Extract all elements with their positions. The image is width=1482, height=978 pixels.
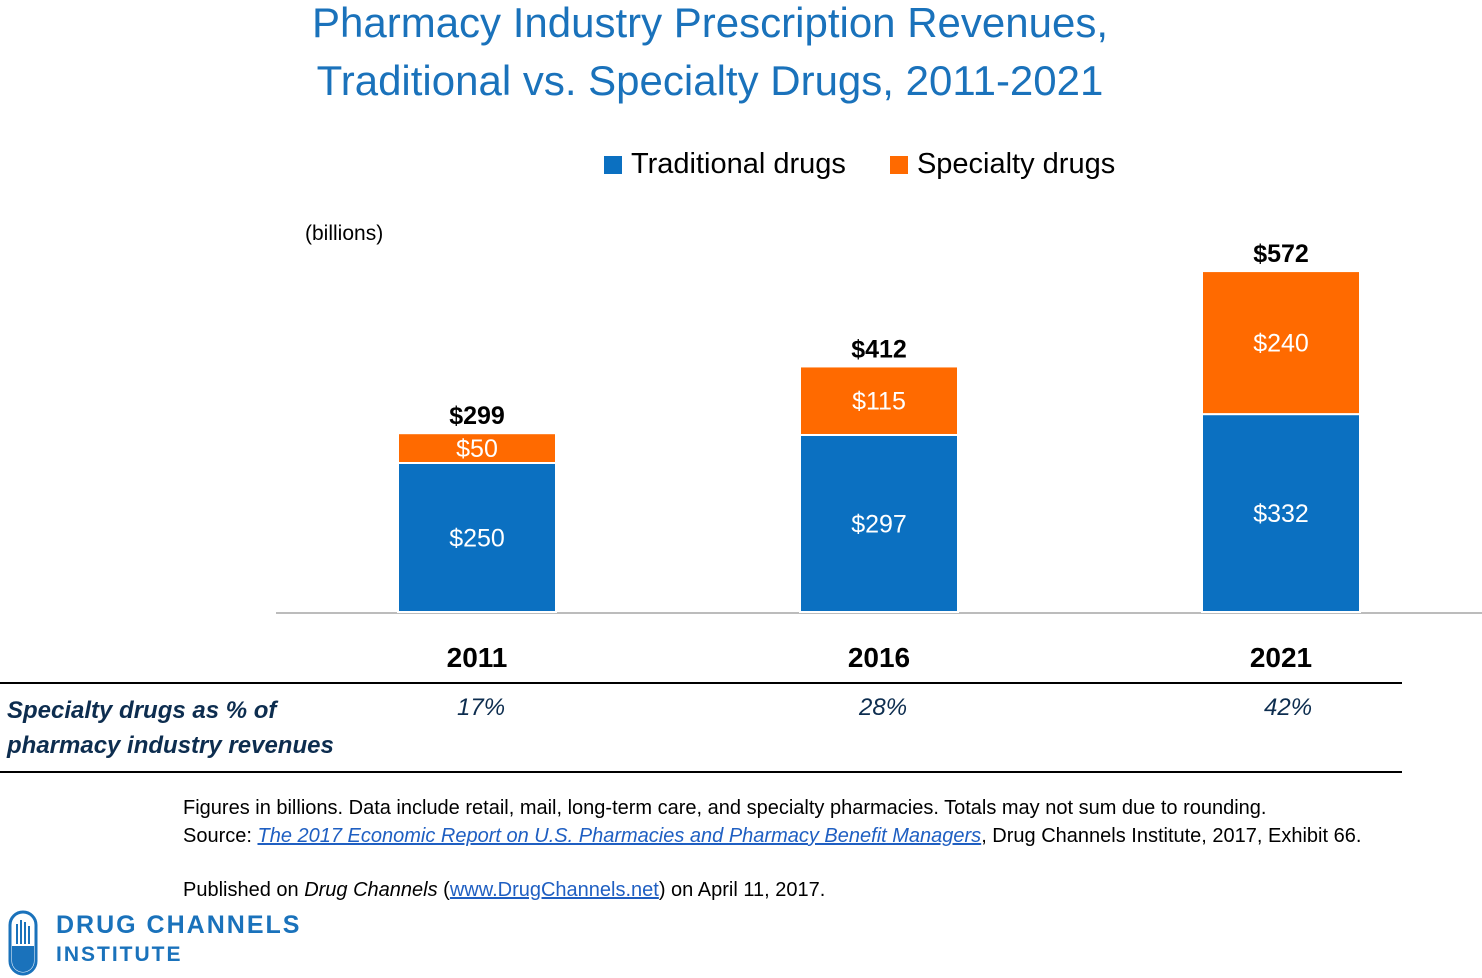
total-label-2016: $412	[851, 335, 907, 363]
unit-label: (billions)	[305, 222, 384, 245]
source-report-link[interactable]: The 2017 Economic Report on U.S. Pharmac…	[257, 825, 982, 847]
footnote-source: Source: The 2017 Economic Report on U.S.…	[183, 822, 1361, 850]
legend-swatch-specialty	[889, 155, 908, 174]
legend-label-traditional: Traditional drugs	[631, 148, 846, 180]
value-label-traditional-2011: $250	[449, 525, 505, 553]
bar-specialty-2011	[397, 432, 557, 465]
published-prefix: Published on	[183, 879, 305, 901]
x-tick-label-2011: 2011	[447, 642, 508, 673]
specialty-share-heading-line-1: Specialty drugs as % of	[7, 697, 277, 724]
value-label-traditional-2021: $332	[1253, 500, 1309, 528]
legend-item-specialty: Specialty drugs	[889, 148, 1116, 181]
footnote-published: Published on Drug Channels (www.DrugChan…	[183, 876, 825, 904]
value-label-traditional-2016: $297	[851, 510, 907, 538]
value-label-specialty-2011: $50	[456, 435, 498, 463]
source-prefix: Source:	[183, 825, 258, 847]
x-tick-label-2021: 2021	[1250, 642, 1312, 673]
chart-title-line-1: Pharmacy Industry Prescription Revenues,	[311, 0, 1108, 46]
value-label-specialty-2021: $240	[1253, 330, 1309, 358]
table-rule-top	[0, 682, 1402, 684]
bar-traditional-2021	[1201, 413, 1361, 613]
total-label-2021: $572	[1253, 240, 1309, 268]
logo-text-line-2: INSTITUTE	[56, 943, 183, 966]
specialty-share-2021: 42%	[1264, 694, 1313, 721]
bar-specialty-2021	[1201, 270, 1361, 416]
specialty-share-heading: Specialty drugs as % of pharmacy industr…	[7, 693, 387, 763]
legend-swatch-traditional	[604, 155, 622, 174]
specialty-share-heading-line-2: pharmacy industry revenues	[7, 732, 334, 759]
table-rule-bottom	[0, 771, 1402, 773]
source-suffix: , Drug Channels Institute, 2017, Exhibit…	[981, 825, 1362, 847]
value-label-specialty-2016: $115	[852, 388, 906, 416]
chart-title-line-2: Traditional vs. Specialty Drugs, 2011-20…	[316, 57, 1104, 104]
chart-legend: Traditional drugs Specialty drugs	[604, 148, 1159, 181]
published-outlet: Drug Channels	[304, 879, 438, 901]
total-label-2011: $299	[449, 402, 505, 430]
x-tick-label-2016: 2016	[848, 642, 910, 673]
drug-channels-logo: DRUG CHANNELS INSTITUTE	[8, 910, 301, 976]
bar-specialty-2016	[799, 365, 959, 436]
published-suffix: ) on April 11, 2017.	[658, 879, 826, 901]
bar-chart: $250 $50 $299 2011 $297 $115 $412 2016 $332 $240 $…	[276, 240, 1482, 673]
footnote-line-1: Figures in billions. Data include retail…	[183, 797, 1267, 819]
specialty-share-2011: 17%	[457, 694, 506, 721]
legend-label-specialty: Specialty drugs	[916, 148, 1116, 180]
drugchannels-link[interactable]: www.DrugChannels.net	[449, 879, 659, 901]
legend-item-traditional: Traditional drugs	[604, 148, 846, 181]
published-open: (	[437, 879, 450, 901]
specialty-share-2016: 28%	[859, 694, 908, 721]
logo-text-line-1: DRUG CHANNELS	[56, 911, 302, 939]
bar-group: $250 $50 $299 2011 $297 $115 $412 2016 $332 $240 $…	[397, 240, 1361, 673]
pill-logo-icon	[8, 910, 38, 976]
